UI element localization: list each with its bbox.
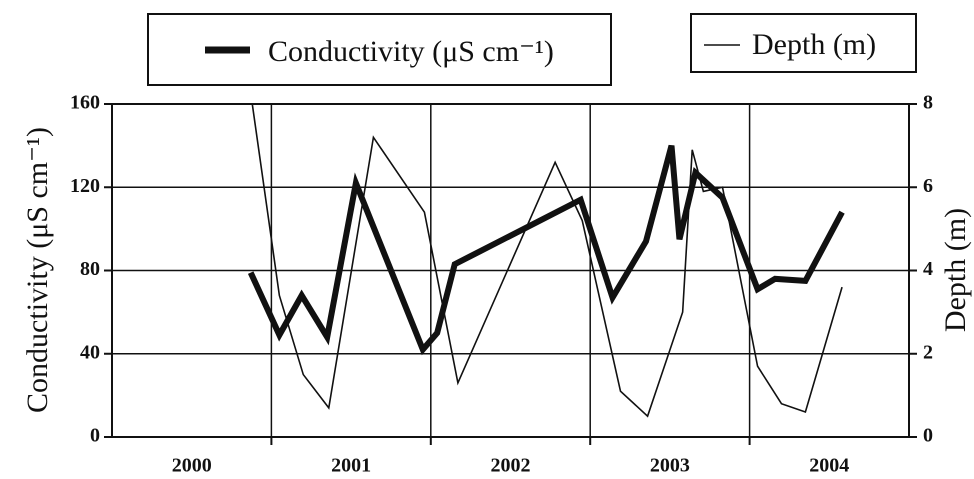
y2-tick-label: 2 (923, 341, 933, 363)
legend-label: Depth (m) (752, 28, 876, 61)
y-tick-label: 160 (70, 92, 100, 114)
y2-tick-label: 6 (923, 175, 933, 197)
y2-tick-label: 8 (923, 92, 933, 114)
y-axis-title: Conductivity (μS cm⁻¹) (21, 127, 54, 413)
legend-label: Conductivity (μS cm⁻¹) (268, 35, 554, 68)
y2-tick-label: 0 (923, 425, 933, 447)
plot-border (111, 103, 910, 438)
y-tick-label: 40 (80, 341, 100, 363)
x-tick-label: 2002 (491, 455, 531, 477)
data-line (247, 144, 845, 356)
y-tick-label: 0 (90, 425, 100, 447)
x-tick-label: 2001 (331, 455, 371, 477)
y2-axis-title: Depth (m) (939, 208, 972, 332)
legend-box (690, 13, 917, 73)
x-tick-label: 2000 (172, 455, 212, 477)
x-tick-label: 2003 (650, 455, 690, 477)
y-tick-label: 120 (70, 175, 100, 197)
y2-tick-label: 4 (923, 258, 933, 280)
y-tick-label: 80 (80, 258, 100, 280)
x-tick-label: 2004 (809, 455, 849, 477)
data-line (251, 103, 843, 418)
